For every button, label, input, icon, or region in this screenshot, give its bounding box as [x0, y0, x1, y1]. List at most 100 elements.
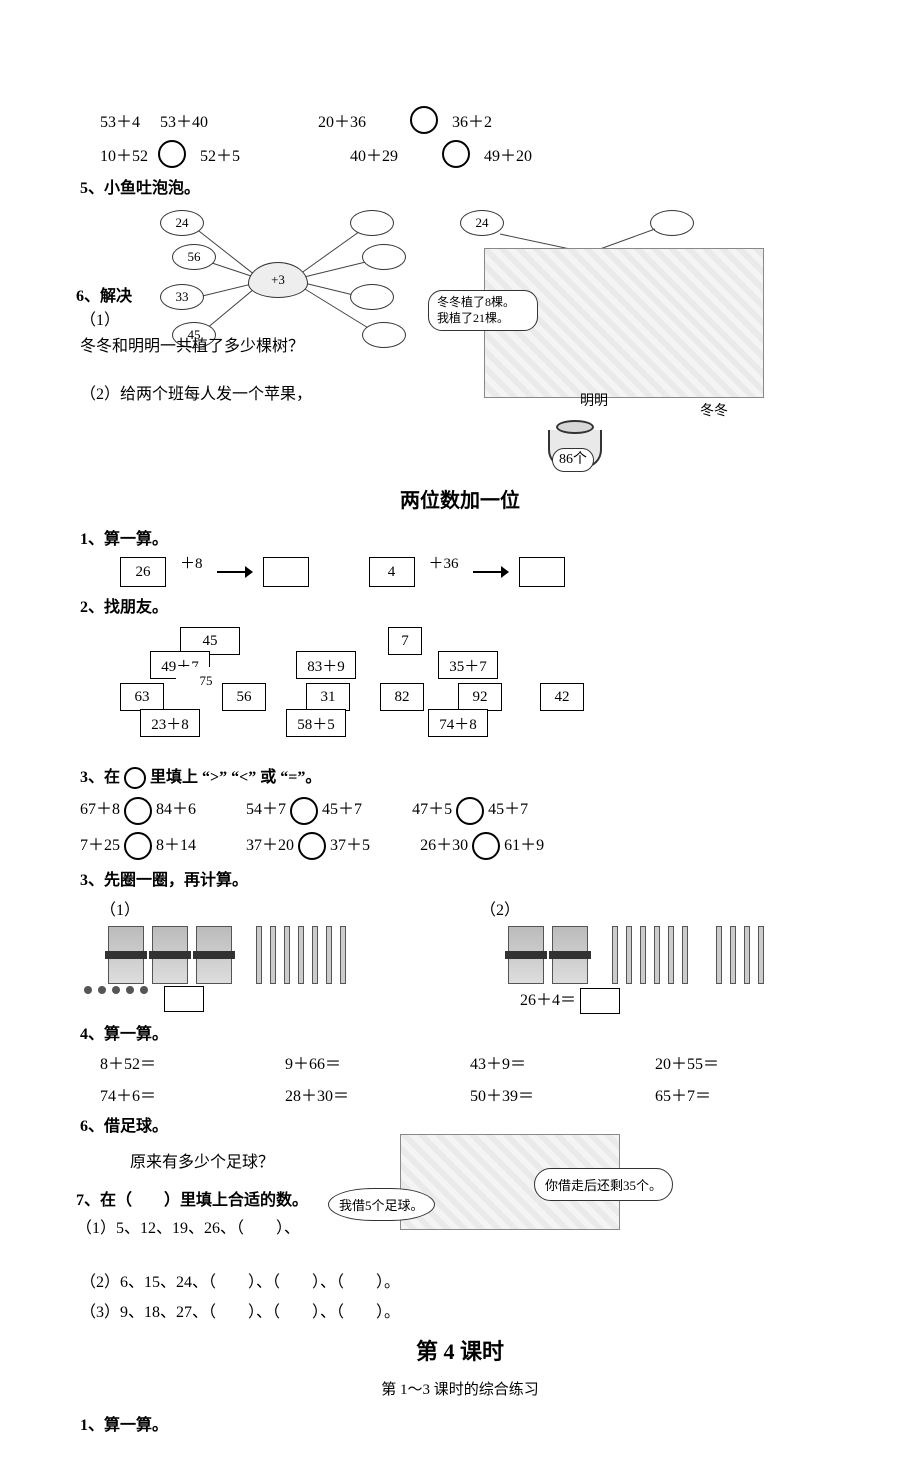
stick-icon: [326, 926, 332, 984]
compare-circle[interactable]: [290, 797, 318, 825]
expr: 10＋52: [100, 142, 148, 166]
calc-item: 28＋30＝: [285, 1082, 470, 1106]
bundle-row: [108, 926, 440, 984]
calc-item: 43＋9＝: [470, 1050, 655, 1074]
bundle-icon: [152, 926, 188, 984]
bubble-empty[interactable]: [650, 210, 694, 236]
bubble: 24: [460, 210, 504, 236]
bundle-right: （2） 26＋4＝: [480, 896, 840, 1014]
lesson4-title: 第 4 课时: [80, 1334, 840, 1366]
stick-icon: [668, 926, 674, 984]
bubble-empty[interactable]: [350, 284, 394, 310]
speech-right: 你借走后还剩35个。: [534, 1168, 673, 1201]
compare-circle[interactable]: [298, 832, 326, 860]
card: 92: [458, 683, 502, 711]
card: 82: [380, 683, 424, 711]
stick-icon: [640, 926, 646, 984]
seq2: （2）6、15、24、（ ）、（ ）、（ ）。: [80, 1268, 840, 1292]
compare-circle[interactable]: [456, 797, 484, 825]
q5-label: 5、小鱼吐泡泡。: [80, 174, 840, 198]
num-box: 26: [120, 557, 166, 587]
bundle-icon: [552, 926, 588, 984]
card: 83＋9: [296, 651, 356, 679]
bundle-icon: [108, 926, 144, 984]
card: 31: [306, 683, 350, 711]
num-box: 4: [369, 557, 415, 587]
compare-circle[interactable]: [442, 140, 470, 168]
expr: 20＋36: [318, 108, 366, 132]
compare-circle[interactable]: [158, 140, 186, 168]
expr: 67＋8: [80, 801, 120, 818]
calc-grid: 8＋52＝ 9＋66＝ 43＋9＝ 20＋55＝ 74＋6＝ 28＋30＝ 50…: [100, 1050, 840, 1106]
speech-text: 冬冬植了8棵。: [437, 295, 529, 311]
bundle-row: [508, 926, 840, 984]
compare-circle[interactable]: [124, 797, 152, 825]
compare-circle[interactable]: [472, 832, 500, 860]
bubble: 56: [172, 244, 216, 270]
bundle-section: （1） （2）: [80, 896, 840, 1014]
card: 63: [120, 683, 164, 711]
q4b-label: 4、算一算。: [80, 1020, 840, 1044]
eq-text: 26＋4＝: [520, 992, 576, 1009]
arrow-calc: 26 ＋8: [120, 557, 309, 587]
expr: 84＋6: [156, 801, 196, 818]
q1c-label: 1、算一算。: [80, 1411, 840, 1435]
stick-icon: [730, 926, 736, 984]
bubble-empty[interactable]: [362, 322, 406, 348]
arrow-icon: [473, 560, 509, 584]
bubble-empty[interactable]: [350, 210, 394, 236]
expr: 61＋9: [504, 837, 544, 854]
page: 53＋4 53＋40 20＋36 36＋2 10＋52 52＋5 40＋29 4…: [0, 0, 920, 1481]
compare-row: 10＋52 52＋5 40＋29 49＋20: [100, 140, 840, 168]
stick-icon: [758, 926, 764, 984]
q6-p2: （2）给两个班每人发一个苹果，: [80, 380, 312, 404]
calc-item: 9＋66＝: [285, 1050, 470, 1074]
stick-icon: [256, 926, 262, 984]
calc-item: 8＋52＝: [100, 1050, 285, 1074]
compare-row: 53＋4 53＋40 20＋36 36＋2: [100, 106, 840, 134]
q6b-label: 6、借足球。: [80, 1112, 840, 1136]
expr: 53＋4: [100, 108, 140, 132]
stick-icon: [340, 926, 346, 984]
bundle-icon: [196, 926, 232, 984]
stick-icon: [612, 926, 618, 984]
card: 58＋5: [286, 709, 346, 737]
expr: 8＋14: [156, 837, 196, 854]
op-label: ＋36: [429, 552, 459, 573]
expr: 36＋2: [452, 108, 492, 132]
bubble-empty[interactable]: [362, 244, 406, 270]
compare-circle[interactable]: [410, 106, 438, 134]
q3b-label: 3、在里填上 “>” “<” 或 “=”。: [80, 763, 840, 789]
b-p2: （2）: [480, 902, 520, 919]
answer-box[interactable]: [580, 988, 620, 1014]
card: 74＋8: [428, 709, 488, 737]
bundle-icon: [508, 926, 544, 984]
name-label: 明明: [580, 390, 608, 410]
compare-circle[interactable]: [124, 832, 152, 860]
friends-match: 45 49＋7 75 83＋9 7 35＋7 63 23＋8 56 31 58＋…: [120, 627, 840, 757]
stick-icon: [270, 926, 276, 984]
seq1: （1）5、12、19、26、（ ）、: [76, 1214, 300, 1238]
card: 56: [222, 683, 266, 711]
football-block: 原来有多少个足球？ 我借5个足球。 你借走后还剩35个。 7、在（ ）里填上合适…: [80, 1142, 840, 1262]
arrow-icon: [217, 560, 253, 584]
answer-box[interactable]: [164, 986, 204, 1012]
stick-icon: [626, 926, 632, 984]
num-box-empty[interactable]: [519, 557, 565, 587]
speech-text: 我植了21棵。: [437, 311, 529, 327]
expr: 26＋30: [420, 837, 468, 854]
stick-icon: [312, 926, 318, 984]
num-box-empty[interactable]: [263, 557, 309, 587]
bubble: 33: [160, 284, 204, 310]
compare-block-top: 53＋4 53＋40 20＋36 36＋2 10＋52 52＋5 40＋29 4…: [100, 106, 840, 168]
calc-item: 74＋6＝: [100, 1082, 285, 1106]
card: 7: [388, 627, 422, 655]
arrow-calc: 4 ＋36: [369, 557, 565, 587]
fish-block: 24 56 33 45 +3 24 冬冬植了8棵。 我植了21棵。 明明 冬冬: [80, 204, 840, 424]
q1b-label: 1、算一算。: [80, 525, 840, 549]
stick-icon: [744, 926, 750, 984]
q6-p1-num: （1）: [80, 306, 120, 330]
eq-row: 26＋4＝: [520, 986, 840, 1014]
expr: 37＋5: [330, 837, 370, 854]
q3c-label: 3、先圈一圈，再计算。: [80, 866, 840, 890]
